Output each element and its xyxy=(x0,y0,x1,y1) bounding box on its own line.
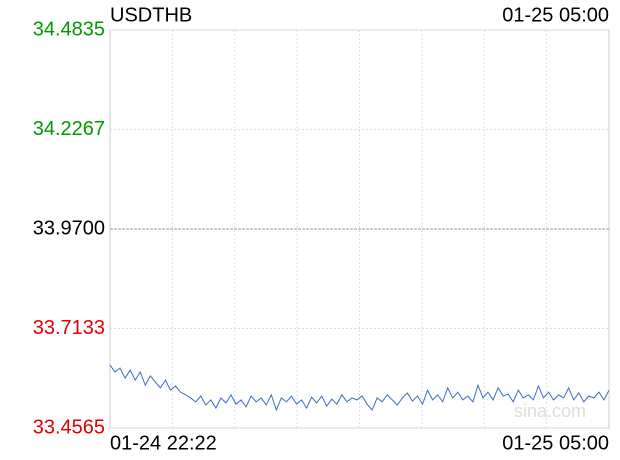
x-tick-label: 01-24 22:22 xyxy=(110,432,217,454)
y-tick-label: 33.9700 xyxy=(33,217,105,239)
y-tick-label: 33.7133 xyxy=(33,317,105,339)
y-tick-label: 34.2267 xyxy=(33,118,105,140)
x-tick-label: 01-25 05:00 xyxy=(502,432,609,454)
y-tick-label: 34.4835 xyxy=(33,18,105,40)
price-line xyxy=(109,364,610,412)
chart-title: USDTHB xyxy=(110,4,192,26)
y-tick-label: 33.4565 xyxy=(33,416,105,438)
timestamp: 01-25 05:00 xyxy=(502,4,609,26)
watermark: sina.com xyxy=(514,401,586,421)
